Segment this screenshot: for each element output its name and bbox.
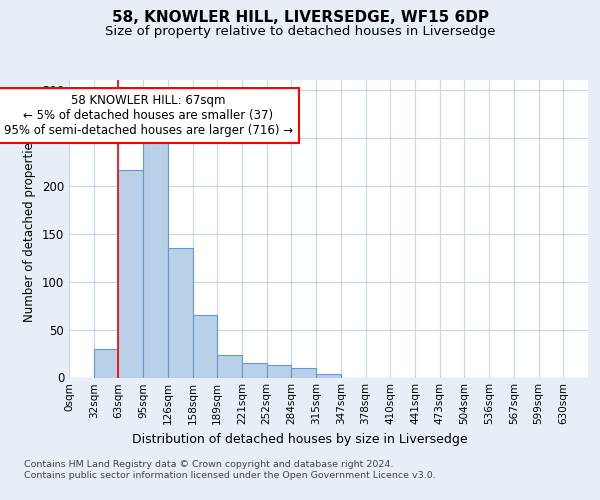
Bar bbox=[316, 374, 341, 378]
Bar bbox=[94, 348, 118, 378]
Bar bbox=[118, 170, 143, 378]
Text: 58 KNOWLER HILL: 67sqm
← 5% of detached houses are smaller (37)
95% of semi-deta: 58 KNOWLER HILL: 67sqm ← 5% of detached … bbox=[4, 94, 293, 138]
Bar bbox=[267, 365, 292, 378]
Y-axis label: Number of detached properties: Number of detached properties bbox=[23, 136, 37, 322]
Text: Size of property relative to detached houses in Liversedge: Size of property relative to detached ho… bbox=[105, 25, 495, 38]
Text: Contains HM Land Registry data © Crown copyright and database right 2024.: Contains HM Land Registry data © Crown c… bbox=[24, 460, 394, 469]
Text: 58, KNOWLER HILL, LIVERSEDGE, WF15 6DP: 58, KNOWLER HILL, LIVERSEDGE, WF15 6DP bbox=[112, 10, 488, 25]
Bar bbox=[217, 356, 242, 378]
Bar bbox=[193, 315, 217, 378]
Bar bbox=[168, 248, 193, 378]
Text: Distribution of detached houses by size in Liversedge: Distribution of detached houses by size … bbox=[132, 432, 468, 446]
Bar bbox=[143, 142, 168, 378]
Bar bbox=[242, 363, 267, 378]
Text: Contains public sector information licensed under the Open Government Licence v3: Contains public sector information licen… bbox=[24, 471, 436, 480]
Bar bbox=[292, 368, 316, 378]
